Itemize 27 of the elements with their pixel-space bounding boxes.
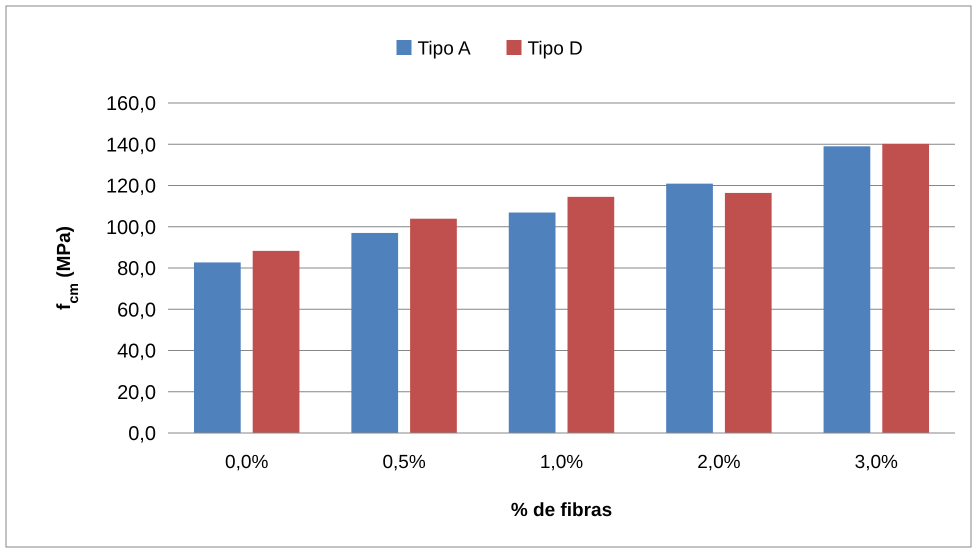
y-tick-label: 20,0	[117, 382, 156, 404]
bar	[724, 192, 772, 433]
bar	[508, 212, 556, 433]
x-axis-title: % de fibras	[510, 500, 612, 521]
x-tick-label: 2,0%	[697, 452, 741, 473]
y-tick-label: 80,0	[117, 258, 156, 280]
y-tick-label: 60,0	[117, 299, 156, 322]
x-tick-label: 3,0%	[854, 452, 898, 473]
bar	[824, 146, 870, 433]
y-tick-label: 40,0	[117, 340, 156, 362]
bar	[194, 262, 241, 433]
y-tick-label: 100,0	[106, 216, 156, 239]
x-tick-label: 0,5%	[382, 452, 426, 473]
bar	[410, 218, 457, 433]
y-tick-label: 120,0	[106, 176, 156, 198]
bar	[568, 196, 614, 433]
legend-label: Tipo D	[528, 38, 583, 60]
x-tick-label: 0,0%	[225, 452, 268, 473]
bar	[882, 144, 930, 433]
bar	[666, 184, 713, 433]
bar	[351, 232, 398, 433]
legend-label: Tipo A	[418, 38, 471, 60]
x-tick-label: 1,0%	[540, 452, 584, 473]
y-tick-label: 140,0	[106, 134, 156, 156]
y-tick-label: 0,0	[128, 423, 156, 445]
bar	[252, 250, 300, 433]
y-tick-label: 160,0	[106, 93, 156, 115]
